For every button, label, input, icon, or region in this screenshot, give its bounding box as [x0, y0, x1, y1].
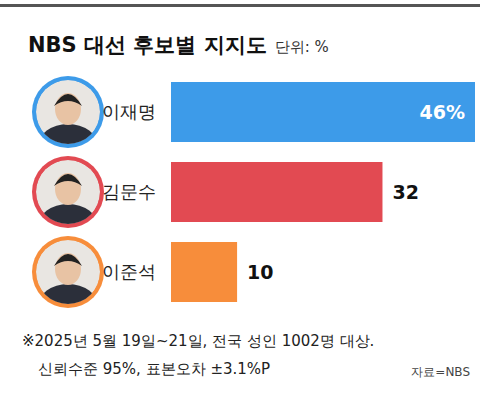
annotation: 신뢰수준 95%, 표본오차 ±3.1%P: [38, 360, 270, 378]
category-labels: 이재명김문수이준석: [102, 101, 156, 282]
data-label: 32: [392, 181, 418, 203]
title: NBS 대선 후보별 지지도: [28, 33, 267, 57]
avatar: [32, 236, 104, 328]
avatar: [32, 76, 104, 168]
subtitle: 단위: %: [275, 38, 329, 56]
data-labels: 46% 32 10: [247, 101, 465, 283]
category-label: 이재명: [102, 101, 156, 122]
category-label: 김문수: [102, 181, 156, 202]
bars: [171, 82, 475, 302]
chart-container: NBS 대선 후보별 지지도 단위: % 이재명김문수이준석 46% 32 10 ※2025…: [0, 0, 480, 397]
avatar-face: [55, 173, 81, 205]
avatar-body: [38, 284, 98, 328]
bar: [171, 162, 382, 222]
avatar-hair: [54, 174, 82, 186]
avatar-face: [55, 253, 81, 285]
source: 자료=NBS: [411, 365, 470, 379]
avatar-photo: [36, 240, 100, 328]
top-rule: [0, 4, 480, 7]
data-label: 46%: [420, 101, 465, 123]
avatar-hair: [54, 94, 82, 106]
avatar-photo: [36, 80, 100, 168]
data-label: 10: [247, 261, 273, 283]
annotation: ※2025년 5월 19일~21일, 전국 성인 1002명 대상.: [22, 332, 374, 350]
bar: [171, 82, 475, 142]
annotations: ※2025년 5월 19일~21일, 전국 성인 1002명 대상. 신뢰수준 9…: [22, 332, 374, 378]
avatar: [32, 156, 104, 248]
avatars: [32, 76, 104, 328]
avatar-hair: [54, 254, 82, 266]
avatar-photo: [36, 160, 100, 248]
chart-svg: NBS 대선 후보별 지지도 단위: % 이재명김문수이준석 46% 32 10 ※2025…: [0, 0, 480, 397]
bar: [171, 242, 237, 302]
category-label: 이준석: [102, 261, 156, 282]
avatar-face: [55, 93, 81, 125]
